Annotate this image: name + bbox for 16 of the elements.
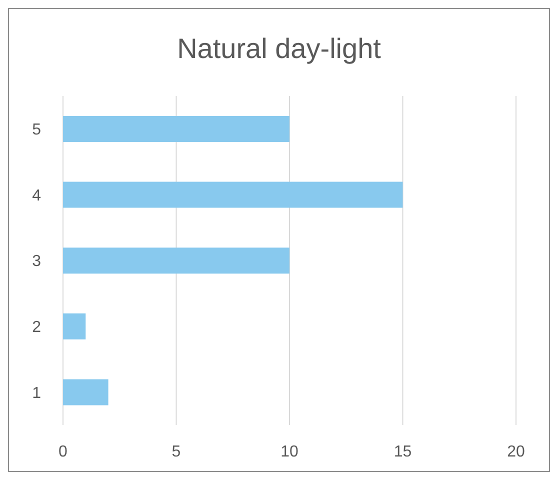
bar [63, 116, 290, 142]
x-tick-label: 10 [280, 443, 298, 460]
x-tick-label: 20 [507, 443, 525, 460]
x-tick-label: 0 [58, 443, 68, 460]
bar [63, 379, 108, 406]
y-tick-label: 2 [32, 318, 42, 336]
bar [63, 248, 290, 274]
y-tick-label: 1 [32, 384, 42, 402]
y-tick-label: 3 [32, 253, 42, 270]
y-tick-label: 5 [32, 122, 42, 139]
chart-title: Natural day-light [176, 33, 382, 65]
x-tick-label: 15 [394, 443, 412, 460]
bar [63, 313, 86, 340]
x-tick-label: 5 [172, 443, 181, 460]
y-tick-label: 4 [32, 187, 42, 204]
bar [63, 182, 403, 208]
